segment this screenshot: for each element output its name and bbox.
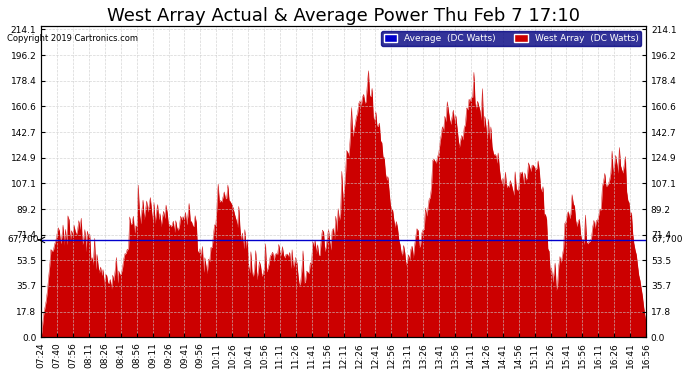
Title: West Array Actual & Average Power Thu Feb 7 17:10: West Array Actual & Average Power Thu Fe… xyxy=(107,7,580,25)
Text: Copyright 2019 Cartronics.com: Copyright 2019 Cartronics.com xyxy=(7,34,138,43)
Text: 67,700: 67,700 xyxy=(7,236,39,244)
Legend: Average  (DC Watts), West Array  (DC Watts): Average (DC Watts), West Array (DC Watts… xyxy=(381,31,642,45)
Text: 67,700: 67,700 xyxy=(651,236,683,244)
